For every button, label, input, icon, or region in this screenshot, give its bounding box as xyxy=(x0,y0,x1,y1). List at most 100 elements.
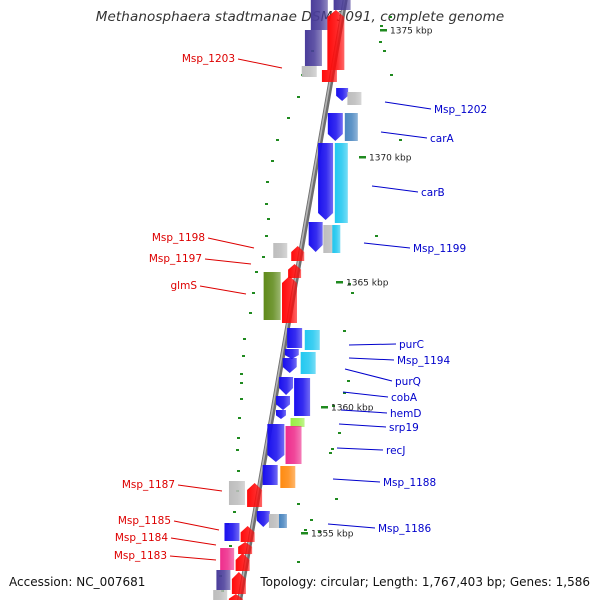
gene-shape xyxy=(220,548,235,570)
gene-label-right: carA xyxy=(430,133,455,145)
gene-leader-line xyxy=(177,484,223,492)
gene-leader-line xyxy=(342,391,389,398)
minor-tick xyxy=(265,235,268,237)
minor-tick xyxy=(310,519,313,521)
gene-label-right: Msp_1194 xyxy=(397,355,450,367)
minor-tick xyxy=(266,181,269,183)
gene-shape xyxy=(224,523,240,541)
gene-shape xyxy=(291,246,305,261)
gene-label-right: Msp_1199 xyxy=(413,243,466,255)
gene-shape xyxy=(216,570,231,590)
gene-shape xyxy=(267,424,285,462)
gene-shape xyxy=(344,113,358,141)
gene-shape xyxy=(294,378,311,416)
gene-shape xyxy=(213,590,228,600)
gene-shape xyxy=(278,514,287,528)
scale-label: 1375 kbp xyxy=(390,27,433,37)
gene-label-right: hemD xyxy=(390,408,421,420)
gene-shape xyxy=(334,143,348,223)
minor-tick xyxy=(297,561,300,563)
gene-shape xyxy=(247,483,263,507)
gene-leader-line xyxy=(371,185,419,193)
accession-text: Accession: NC_007681 xyxy=(9,575,146,589)
gene-leader-line xyxy=(363,242,411,249)
gene-leader-line xyxy=(340,409,388,414)
gene-shape xyxy=(273,243,288,258)
gene-shape xyxy=(300,352,316,374)
gene-leader-line xyxy=(170,537,217,546)
minor-tick xyxy=(297,96,300,98)
gene-shape xyxy=(332,225,341,253)
gene-leader-line xyxy=(173,520,220,531)
minor-tick xyxy=(297,503,300,505)
gene-shape xyxy=(327,113,343,141)
gene-shape xyxy=(256,511,270,527)
gene-label-left: Msp_1197 xyxy=(149,253,202,265)
minor-tick xyxy=(267,218,270,220)
minor-tick xyxy=(335,498,338,500)
minor-tick xyxy=(255,271,258,273)
gene-label-left: Msp_1198 xyxy=(152,232,205,244)
minor-tick xyxy=(375,235,378,237)
minor-tick xyxy=(329,452,332,454)
minor-tick xyxy=(240,373,243,375)
minor-tick xyxy=(380,25,383,27)
gene-shape xyxy=(333,0,351,10)
minor-tick xyxy=(332,405,335,407)
gene-shape xyxy=(275,410,286,419)
scale-label: 1360 kbp xyxy=(331,404,374,414)
gene-label-right: purC xyxy=(399,339,424,351)
gene-label-right: srp19 xyxy=(389,422,419,434)
minor-tick xyxy=(343,330,346,332)
minor-tick xyxy=(240,398,243,400)
gene-shape xyxy=(282,358,297,373)
gene-label-right: Msp_1202 xyxy=(434,104,487,116)
gene-shape xyxy=(318,143,334,220)
minor-tick xyxy=(318,531,321,533)
gene-shape xyxy=(290,418,305,427)
gene-shape xyxy=(238,542,253,554)
minor-tick xyxy=(276,139,279,141)
scale-tick xyxy=(336,281,343,284)
minor-tick xyxy=(240,382,243,384)
gene-shape xyxy=(228,481,245,505)
gene-shape xyxy=(240,526,255,542)
minor-tick xyxy=(249,312,252,314)
gene-shape xyxy=(347,92,362,105)
gene-leader-line xyxy=(384,101,432,110)
gene-label-left: Msp_1187 xyxy=(122,479,175,491)
gene-shape xyxy=(282,276,298,323)
map-title: Methanosphaera stadtmanae DSM 3091, comp… xyxy=(95,9,505,25)
minor-tick xyxy=(237,470,240,472)
gene-leader-line xyxy=(237,58,283,69)
gene-leader-line xyxy=(344,368,393,382)
gene-shape xyxy=(304,330,320,350)
scale-label: 1365 kbp xyxy=(346,279,389,289)
gene-shape xyxy=(235,553,250,571)
gene-leader-line xyxy=(332,478,381,483)
gene-shape xyxy=(336,88,349,101)
scale-tick xyxy=(359,156,366,159)
gene-shape xyxy=(228,594,243,600)
minor-tick xyxy=(389,16,392,18)
minor-tick xyxy=(331,448,334,450)
gene-label-right: cobA xyxy=(391,392,418,404)
gene-leader-line xyxy=(348,343,397,346)
gene-label-right: recJ xyxy=(386,445,405,457)
gene-leader-line xyxy=(169,555,217,561)
minor-tick xyxy=(262,256,265,258)
gene-shape xyxy=(310,0,328,30)
minor-tick xyxy=(229,545,232,547)
minor-tick xyxy=(383,50,386,52)
gene-shape xyxy=(279,377,294,395)
minor-tick xyxy=(390,74,393,76)
gene-shape xyxy=(308,222,323,252)
gene-label-right: carB xyxy=(421,187,445,199)
gene-shape xyxy=(280,466,296,488)
minor-tick xyxy=(351,292,354,294)
minor-tick xyxy=(287,117,290,119)
gene-shape xyxy=(304,30,322,66)
minor-tick xyxy=(271,160,274,162)
